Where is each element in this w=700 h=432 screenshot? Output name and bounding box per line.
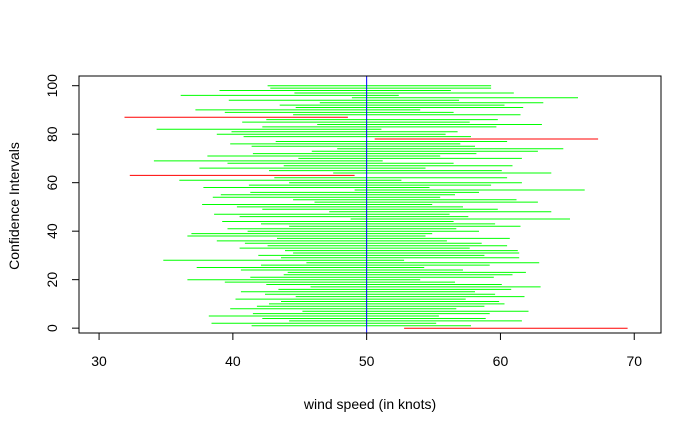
x-axis: 30 40 50 60 70	[91, 332, 642, 369]
y-tick-label: 60	[44, 175, 60, 191]
x-tick-label: 50	[359, 353, 375, 369]
y-tick-label: 0	[44, 324, 60, 332]
y-tick-label: 80	[44, 126, 60, 142]
x-tick-label: 40	[225, 353, 241, 369]
x-axis-title: wind speed (in knots)	[303, 396, 436, 412]
x-tick-label: 30	[91, 353, 107, 369]
y-tick-label: 20	[44, 272, 60, 288]
x-tick-label: 60	[493, 353, 509, 369]
y-axis: 0 20 40 60 80 100	[44, 74, 80, 332]
y-axis-title: Confidence Intervals	[6, 142, 22, 270]
y-tick-label: 100	[44, 74, 60, 98]
interval-segments	[124, 85, 628, 329]
x-tick-label: 70	[626, 353, 642, 369]
y-tick-label: 40	[44, 223, 60, 239]
